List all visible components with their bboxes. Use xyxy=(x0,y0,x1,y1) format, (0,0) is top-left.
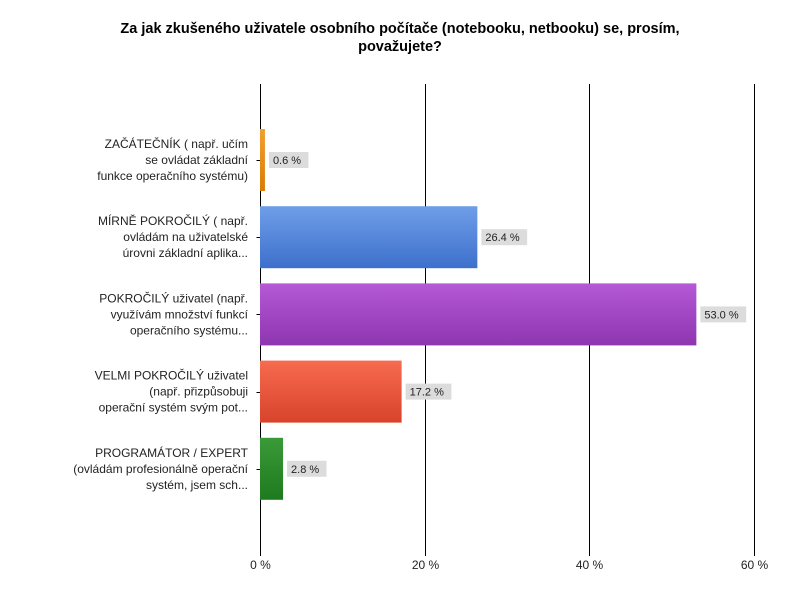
category-label-3-line-1: (např. přizpůsobuji xyxy=(149,385,248,399)
category-label-0-line-1: se ovládat základní xyxy=(145,153,248,167)
category-label-1-line-2: úrovni základní aplika... xyxy=(123,246,248,260)
category-label-0-line-0: ZAČÁTEČNÍK ( např. učím xyxy=(105,136,248,151)
category-label-4-line-0: PROGRAMÁTOR / EXPERT xyxy=(95,445,249,460)
chart-title-line-1: Za jak zkušeného uživatele osobního počí… xyxy=(120,21,680,37)
category-label-1-line-0: MÍRNĚ POKROČILÝ ( např. xyxy=(98,213,248,228)
category-label-3-line-2: operační systém svým pot... xyxy=(99,401,248,415)
x-tick-label-3: 60 % xyxy=(741,558,769,572)
category-label-0-line-2: funkce operačního systému) xyxy=(97,169,248,183)
x-tick-label-0: 0 % xyxy=(250,558,271,572)
bar-1 xyxy=(260,206,478,269)
data-label-bg-2 xyxy=(700,306,747,323)
data-label-bg-0 xyxy=(268,152,309,168)
category-label-2-line-1: využívám množství funkcí xyxy=(111,307,249,321)
category-label-4-line-2: systém, jsem sch... xyxy=(146,478,248,492)
category-label-4-line-1: (ovládám profesionálně operační xyxy=(73,462,248,476)
data-label-bg-3 xyxy=(405,383,452,400)
data-label-3: 17.2 % xyxy=(410,387,444,399)
x-tick-label-2: 40 % xyxy=(576,558,604,572)
data-label-bg-4 xyxy=(287,460,327,477)
category-label-2-line-0: POKROČILÝ uživatel (např. xyxy=(99,290,248,305)
category-label-1-line-1: ovládám na uživatelské xyxy=(123,230,248,244)
chart-title: Za jak zkušeného uživatele osobního počí… xyxy=(0,20,800,56)
bar-4 xyxy=(260,437,284,500)
data-label-bg-1 xyxy=(481,229,528,246)
category-label-2-line-2: operačního systému... xyxy=(130,323,248,337)
data-label-0: 0.6 % xyxy=(273,155,301,167)
chart-title-line-2: považujete? xyxy=(358,39,442,55)
bar-3 xyxy=(260,360,402,423)
data-label-1: 26.4 % xyxy=(485,232,519,244)
bar-0 xyxy=(260,129,265,191)
x-tick-label-1: 20 % xyxy=(412,558,440,572)
category-label-3-line-0: VELMI POKROČILÝ uživatel xyxy=(95,368,248,383)
data-label-2: 53.0 % xyxy=(704,309,738,321)
bar-2 xyxy=(260,283,697,346)
data-label-4: 2.8 % xyxy=(291,464,319,476)
